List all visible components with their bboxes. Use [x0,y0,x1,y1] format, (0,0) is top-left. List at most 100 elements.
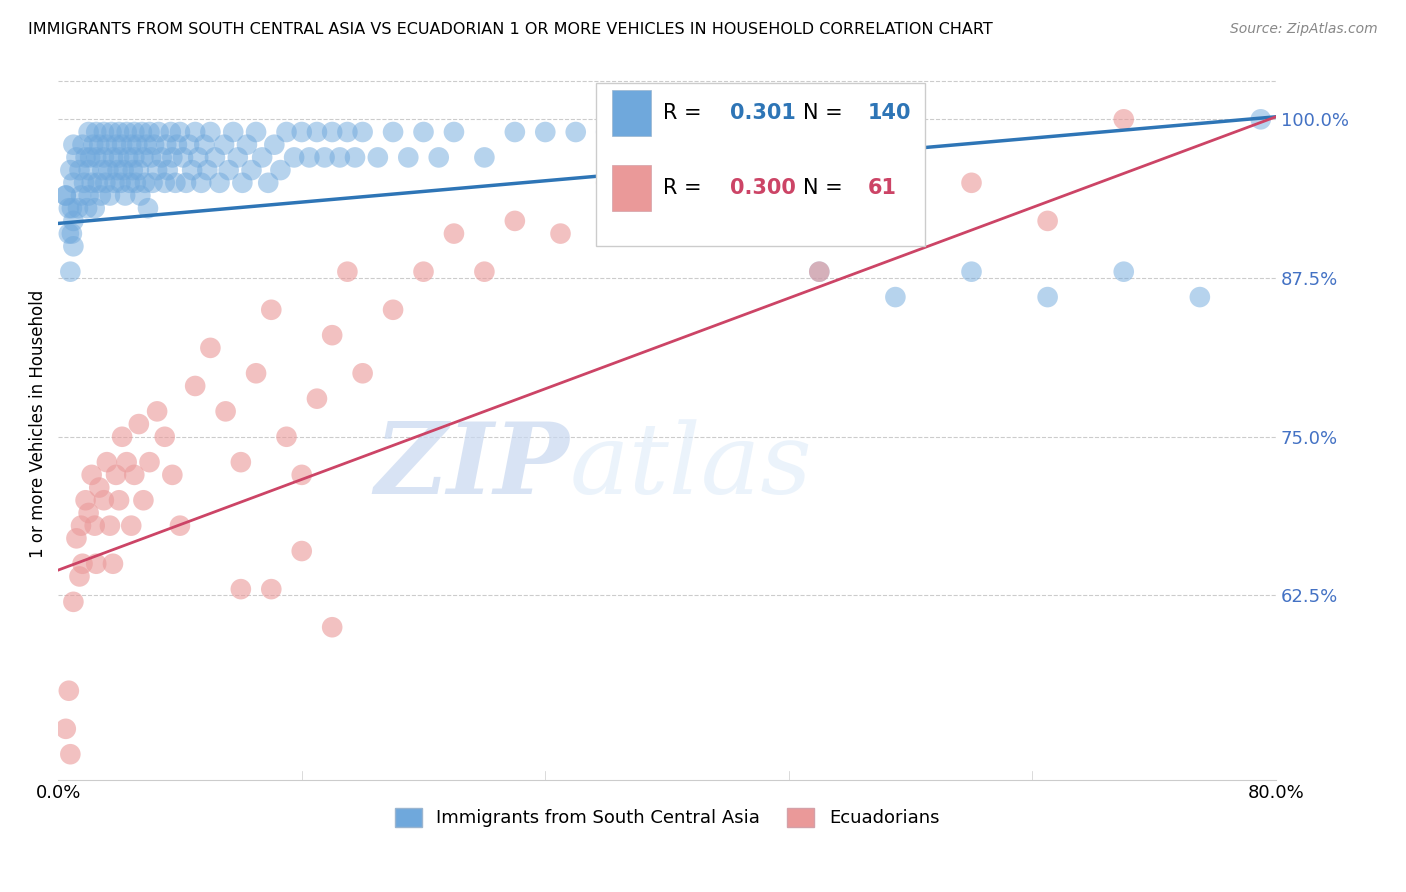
Point [250,150,273,164]
Point [352,125,374,139]
Point [884,290,907,304]
Point [208,176,231,190]
Point [305,392,328,406]
Point [110,176,132,190]
Point [626,125,648,139]
Point [166,137,188,152]
Point [283,150,305,164]
Point [80,176,103,190]
Point [1188,290,1211,304]
Point [58,227,80,241]
Point [70,518,93,533]
Point [686,125,709,139]
Point [98,188,121,202]
Point [155,137,177,152]
Point [60,201,83,215]
Point [503,125,526,139]
Point [305,125,328,139]
Point [75,493,97,508]
Point [93,493,115,508]
Point [135,137,157,152]
Point [321,328,343,343]
Point [69,569,91,583]
Point [808,265,831,279]
Point [263,137,285,152]
Point [181,163,204,178]
Point [412,265,434,279]
Point [298,150,321,164]
Point [187,150,209,164]
Point [276,125,298,139]
Point [98,518,121,533]
Point [93,150,115,164]
Point [107,163,129,178]
Point [212,137,235,152]
Point [90,188,112,202]
Point [62,137,84,152]
Point [72,137,94,152]
Point [62,176,84,190]
Point [229,582,252,596]
Point [73,176,96,190]
Point [321,620,343,634]
Point [146,404,169,418]
Point [564,125,586,139]
Text: IMMIGRANTS FROM SOUTH CENTRAL ASIA VS ECUADORIAN 1 OR MORE VEHICLES IN HOUSEHOLD: IMMIGRANTS FROM SOUTH CENTRAL ASIA VS EC… [28,22,993,37]
Point [184,379,207,393]
Point [655,214,678,228]
Point [778,112,800,127]
Point [503,214,526,228]
Point [124,150,146,164]
Point [1112,265,1135,279]
Point [396,150,419,164]
Point [218,163,240,178]
Point [174,176,197,190]
Point [1036,290,1059,304]
Point [172,150,194,164]
Point [89,481,111,495]
Text: R =: R = [664,103,709,123]
Text: R =: R = [664,178,709,198]
Legend: Immigrants from South Central Asia, Ecuadorians: Immigrants from South Central Asia, Ecua… [388,801,946,835]
Point [146,163,169,178]
Point [747,112,769,127]
Point [960,176,983,190]
Text: N =: N = [803,178,849,198]
Point [291,467,314,482]
Point [245,366,267,380]
Point [717,112,740,127]
Text: ZIP: ZIP [374,418,569,515]
Point [108,125,131,139]
Text: 0.301: 0.301 [730,103,796,123]
Point [169,125,191,139]
Point [65,532,87,546]
Point [204,150,226,164]
Point [105,137,128,152]
Point [103,176,125,190]
Point [59,747,82,762]
Point [177,137,200,152]
Point [115,125,138,139]
Point [58,201,80,215]
Point [343,150,366,164]
Point [534,125,557,139]
Point [276,430,298,444]
Point [245,125,267,139]
Point [124,125,146,139]
Point [1250,112,1272,127]
Point [474,265,496,279]
Point [336,265,359,279]
Point [162,467,184,482]
Text: 61: 61 [868,178,897,198]
Point [121,163,143,178]
Point [124,467,146,482]
Point [101,150,124,164]
Point [120,137,142,152]
Point [550,227,572,241]
Point [148,125,170,139]
Text: N =: N = [803,103,849,123]
Point [195,163,218,178]
Point [193,137,215,152]
Point [412,125,434,139]
Point [321,125,343,139]
